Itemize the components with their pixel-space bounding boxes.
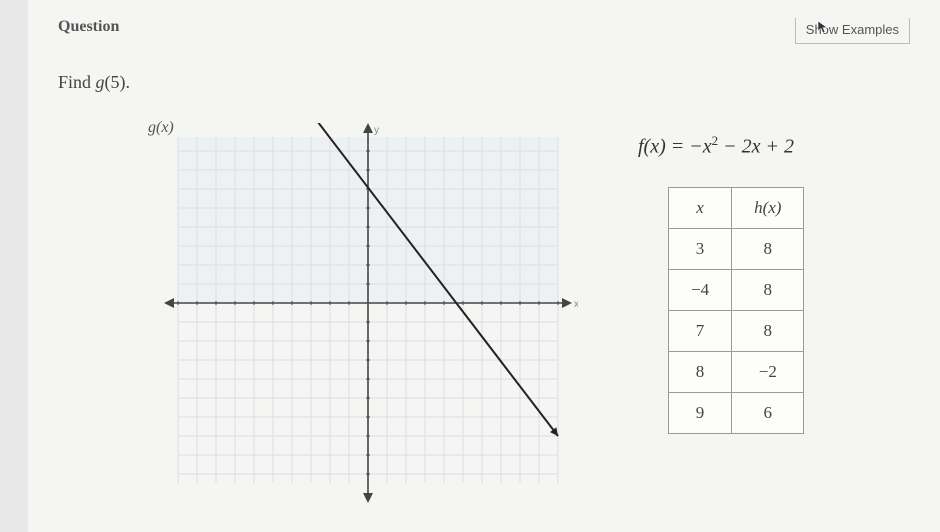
table-row: 8−2 bbox=[669, 351, 804, 392]
page: Question Show Examples Find g(5). g(x) y… bbox=[28, 0, 940, 532]
svg-text:y: y bbox=[374, 125, 379, 136]
graph-svg: yx bbox=[158, 123, 578, 503]
equation-f: f(x) = −x2 − 2x + 2 bbox=[638, 133, 898, 159]
table-row: 38 bbox=[669, 228, 804, 269]
header: Question Show Examples bbox=[58, 18, 910, 44]
equation-term1: −x bbox=[689, 136, 711, 158]
right-column: f(x) = −x2 − 2x + 2 x h(x) 38−48788−296 bbox=[638, 123, 898, 503]
equation-rest: − 2x + 2 bbox=[718, 136, 794, 158]
table-cell: −2 bbox=[732, 351, 804, 392]
table-cell: −4 bbox=[669, 269, 732, 310]
table-header-row: x h(x) bbox=[669, 187, 804, 228]
prompt-prefix: Find bbox=[58, 72, 96, 92]
show-examples-label: Show Examples bbox=[806, 22, 899, 37]
prompt-suffix: . bbox=[126, 72, 131, 92]
table-row: −48 bbox=[669, 269, 804, 310]
svg-text:x: x bbox=[574, 299, 578, 310]
show-examples-button[interactable]: Show Examples bbox=[795, 18, 910, 44]
table-cell: 9 bbox=[669, 392, 732, 433]
prompt-fn: g bbox=[96, 72, 105, 92]
table-cell: 3 bbox=[669, 228, 732, 269]
question-heading: Question bbox=[58, 18, 119, 36]
table-row: 78 bbox=[669, 310, 804, 351]
prompt-arg: (5) bbox=[105, 72, 126, 92]
content-row: g(x) yx f(x) = −x2 − 2x + 2 x h(x) 38−48… bbox=[58, 123, 910, 503]
table-cell: 8 bbox=[732, 228, 804, 269]
table-cell: 7 bbox=[669, 310, 732, 351]
equation-lhs: f(x) bbox=[638, 136, 666, 158]
table-cell: 8 bbox=[732, 310, 804, 351]
table-row: 96 bbox=[669, 392, 804, 433]
graph-panel: g(x) yx bbox=[158, 123, 578, 503]
col-x: x bbox=[669, 187, 732, 228]
prompt-text: Find g(5). bbox=[58, 72, 910, 93]
table-cell: 8 bbox=[669, 351, 732, 392]
equation-equals: = bbox=[671, 136, 690, 158]
col-hx: h(x) bbox=[732, 187, 804, 228]
table-cell: 6 bbox=[732, 392, 804, 433]
h-table: x h(x) 38−48788−296 bbox=[668, 187, 804, 434]
table-cell: 8 bbox=[732, 269, 804, 310]
graph-function-label: g(x) bbox=[148, 119, 174, 137]
